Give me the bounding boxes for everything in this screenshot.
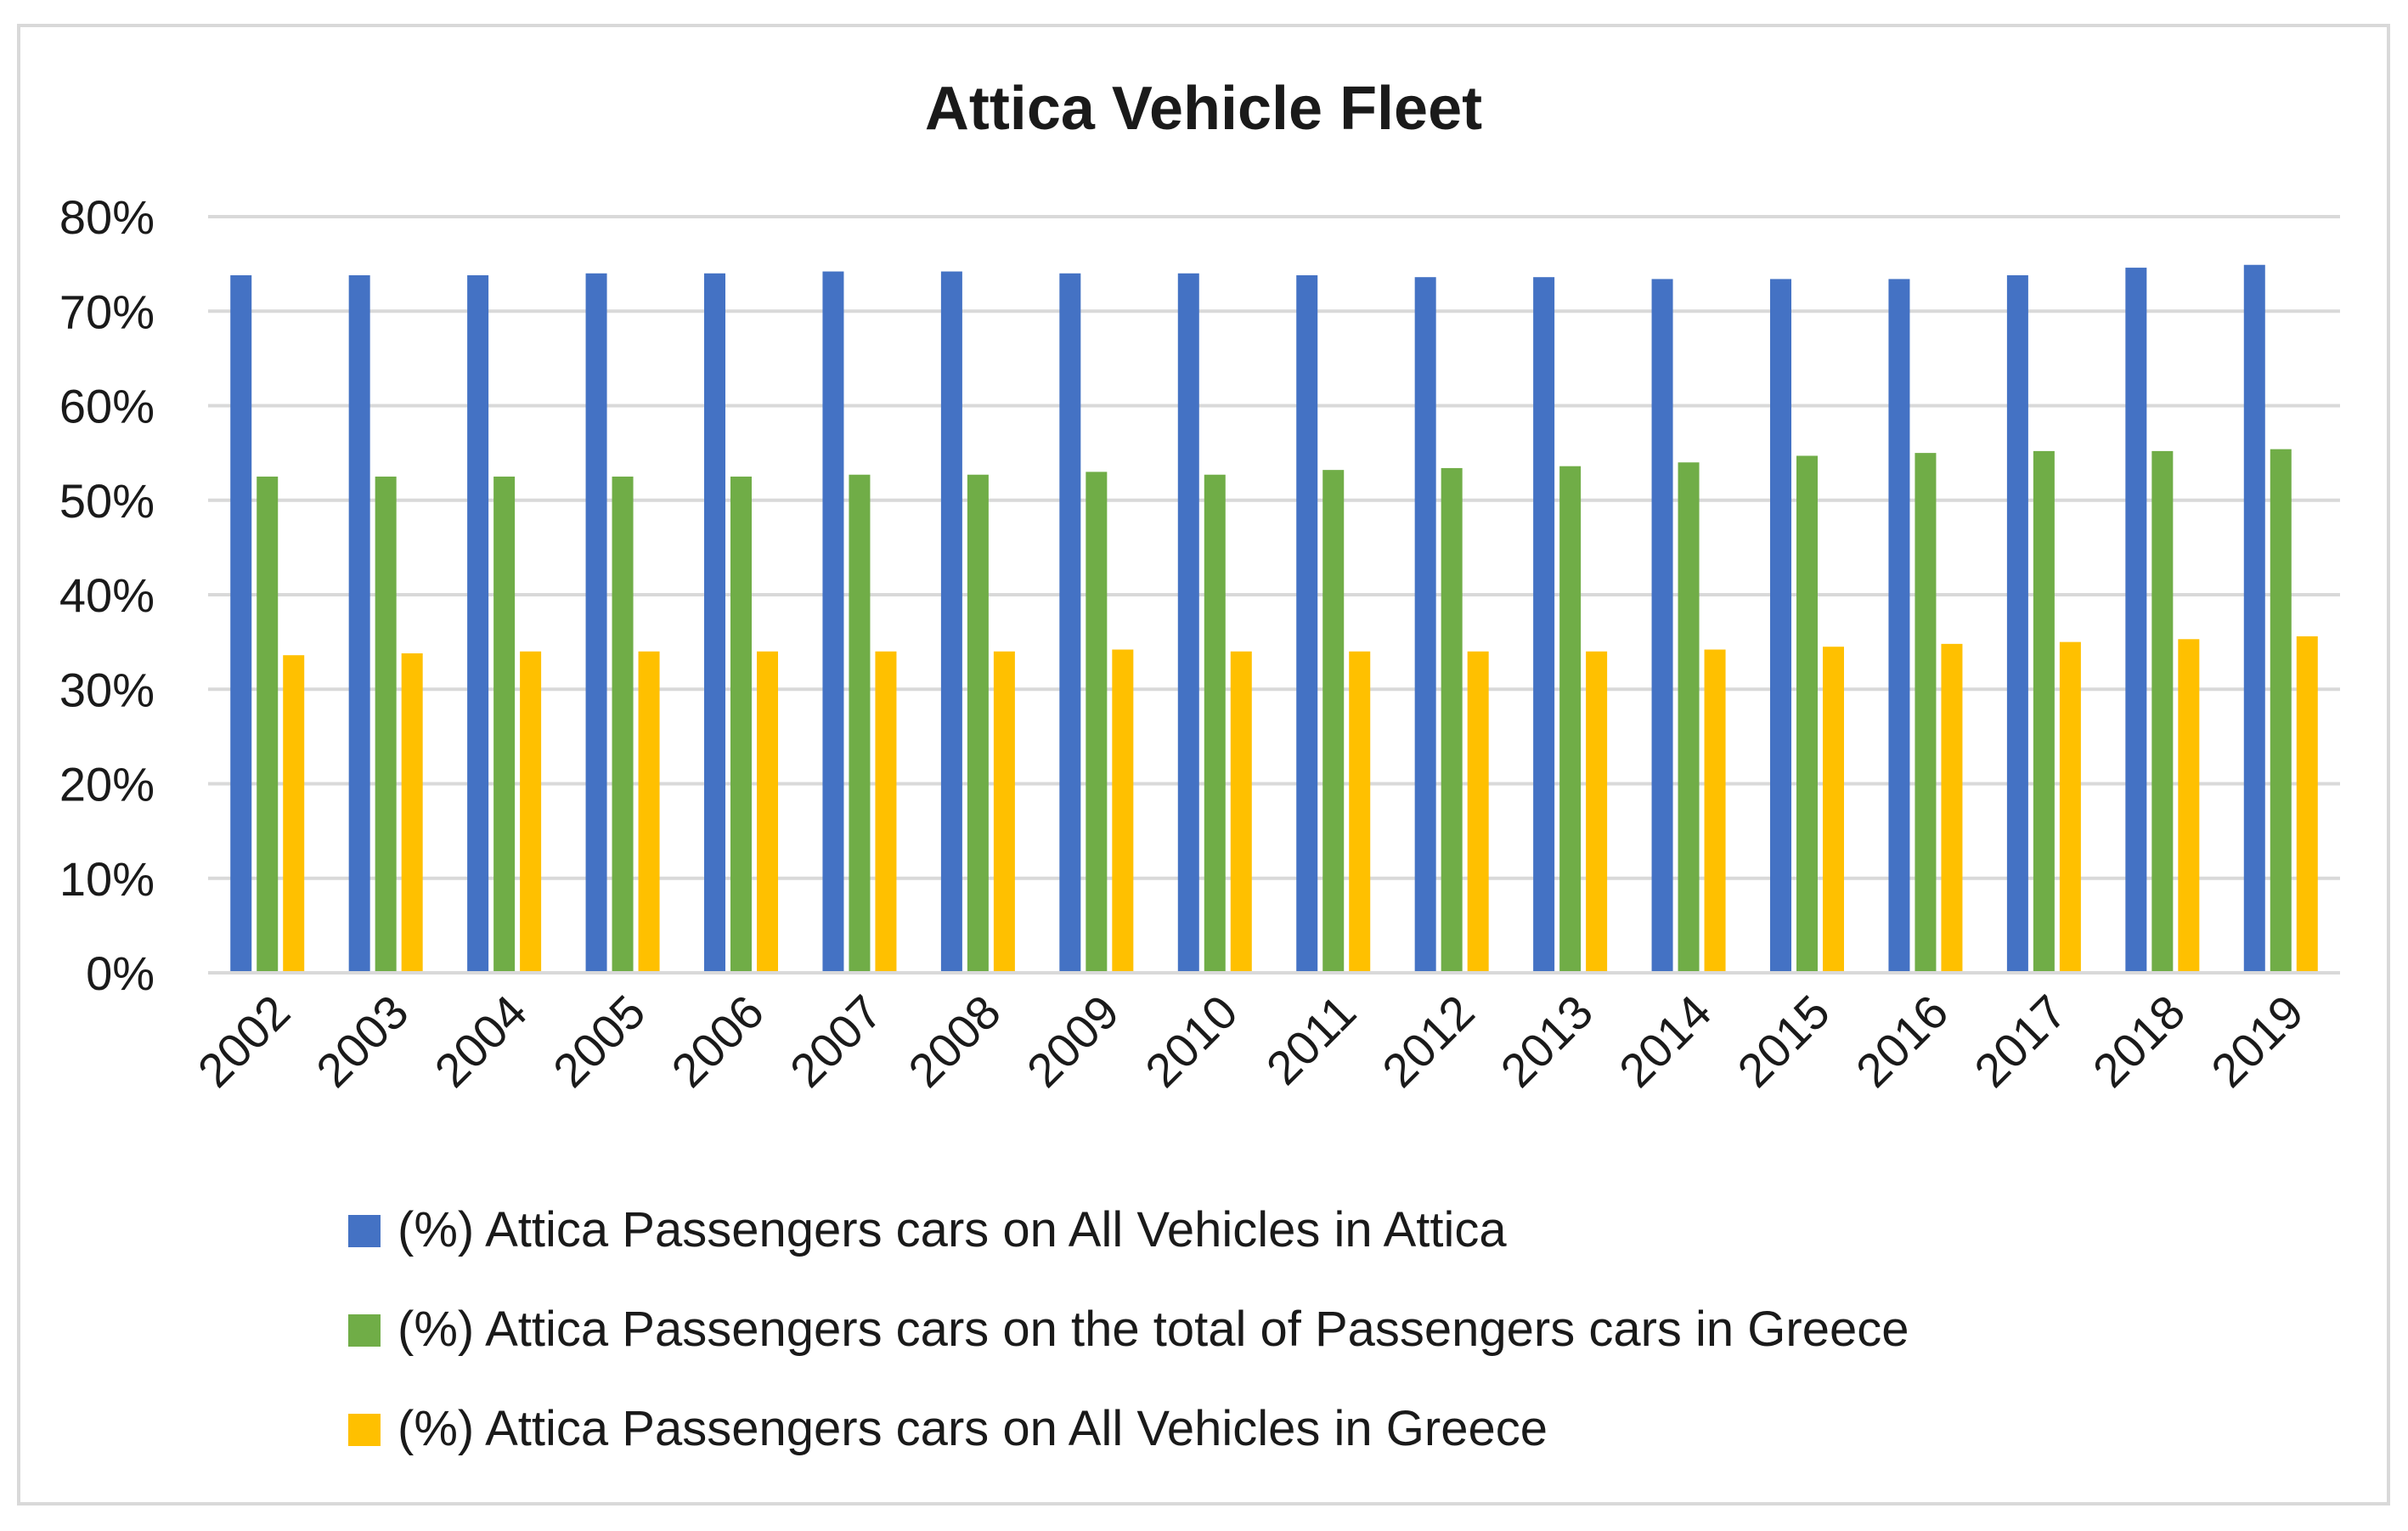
y-tick-label: 20%	[59, 758, 155, 811]
bar-series-3-2008	[993, 651, 1015, 973]
bar-series-2-2007	[849, 474, 871, 973]
bar-series-1-2003	[348, 274, 370, 974]
bar-series-2-2019	[2270, 449, 2292, 973]
y-tick-label: 10%	[59, 852, 155, 906]
bar-series-3-2015	[1823, 647, 1844, 973]
y-tick-label: 70%	[59, 285, 155, 338]
y-tick-label: 50%	[59, 474, 155, 528]
y-tick-label: 40%	[59, 568, 155, 622]
chart-title: Attica Vehicle Fleet	[925, 75, 1482, 143]
bar-series-1-2009	[1059, 273, 1081, 973]
legend-swatch-2	[348, 1314, 381, 1347]
y-tick-label: 80%	[59, 190, 155, 244]
y-tick-label: 60%	[59, 380, 155, 433]
bar-series-2-2018	[2151, 450, 2174, 973]
y-axis-ticks: 0% 10% 20% 30% 40% 50% 60% 70% 80%	[59, 190, 155, 1000]
bar-series-1-2015	[1770, 279, 1791, 973]
y-tick-label: 0%	[86, 946, 155, 1000]
bar-series-3-2004	[520, 651, 542, 973]
bar-series-2-2008	[967, 474, 989, 973]
bar-series-2-2013	[1559, 466, 1582, 973]
bar-series-2-2016	[1915, 453, 1937, 973]
bar-series-3-2010	[1230, 651, 1252, 973]
bar-series-3-2009	[1112, 649, 1134, 973]
bar-series-2-2015	[1796, 455, 1818, 973]
bar-series-2-2003	[375, 476, 397, 973]
bar-series-3-2018	[2178, 639, 2200, 973]
bar-series-1-2013	[1533, 277, 1555, 973]
bar-series-2-2006	[730, 476, 752, 973]
bar-series-3-2016	[1941, 643, 1963, 973]
legend-swatch-3	[348, 1414, 381, 1446]
legend: (%) Attica Passengers cars on All Vehicl…	[348, 1202, 1909, 1456]
bar-series-1-2004	[467, 274, 489, 974]
bar-series-3-2013	[1586, 651, 1608, 973]
bar-series-2-2004	[493, 476, 516, 973]
bar-series-1-2005	[585, 273, 607, 973]
bar-series-2-2009	[1086, 472, 1108, 973]
bar-series-1-2014	[1651, 279, 1673, 973]
legend-label-3: (%) Attica Passengers cars on All Vehicl…	[398, 1401, 1548, 1456]
bar-series-1-2012	[1414, 277, 1436, 973]
bar-series-1-2017	[2006, 274, 2028, 974]
bar-series-3-2019	[2296, 636, 2318, 973]
legend-label-1: (%) Attica Passengers cars on All Vehicl…	[398, 1202, 1507, 1257]
bar-series-1-2018	[2125, 268, 2147, 973]
bar-series-3-2002	[283, 655, 305, 973]
bar-series-1-2016	[1888, 279, 1910, 973]
bar-series-3-2014	[1704, 649, 1726, 973]
bar-series-3-2003	[401, 653, 423, 973]
bar-series-3-2011	[1349, 651, 1371, 973]
bar-series-1-2007	[822, 271, 844, 973]
bar-series-2-2014	[1678, 462, 1700, 973]
legend-label-2: (%) Attica Passengers cars on the total …	[398, 1302, 1909, 1357]
bar-series-1-2006	[704, 273, 725, 973]
legend-swatch-1	[348, 1215, 381, 1247]
bar-series-2-2010	[1204, 474, 1226, 973]
bar-series-1-2002	[230, 274, 252, 974]
bar-series-2-2002	[257, 476, 279, 973]
y-tick-label: 30%	[59, 663, 155, 716]
bar-series-3-2007	[875, 651, 897, 973]
bar-series-2-2017	[2033, 450, 2055, 973]
bar-series-1-2010	[1177, 273, 1199, 973]
bar-series-1-2019	[2243, 264, 2265, 973]
bar-series-3-2012	[1467, 651, 1489, 973]
bar-series-3-2005	[638, 651, 660, 973]
bar-series-3-2006	[757, 651, 778, 973]
gridlines	[208, 215, 2340, 880]
bar-series-2-2005	[612, 476, 634, 973]
bar-series-1-2008	[940, 271, 962, 973]
bar-series-1-2011	[1296, 274, 1318, 974]
bar-series-2-2011	[1322, 470, 1345, 973]
bars	[230, 264, 2318, 974]
chart-frame	[17, 24, 2390, 1506]
bar-series-3-2017	[2059, 641, 2081, 973]
bar-series-2-2012	[1441, 467, 1463, 973]
